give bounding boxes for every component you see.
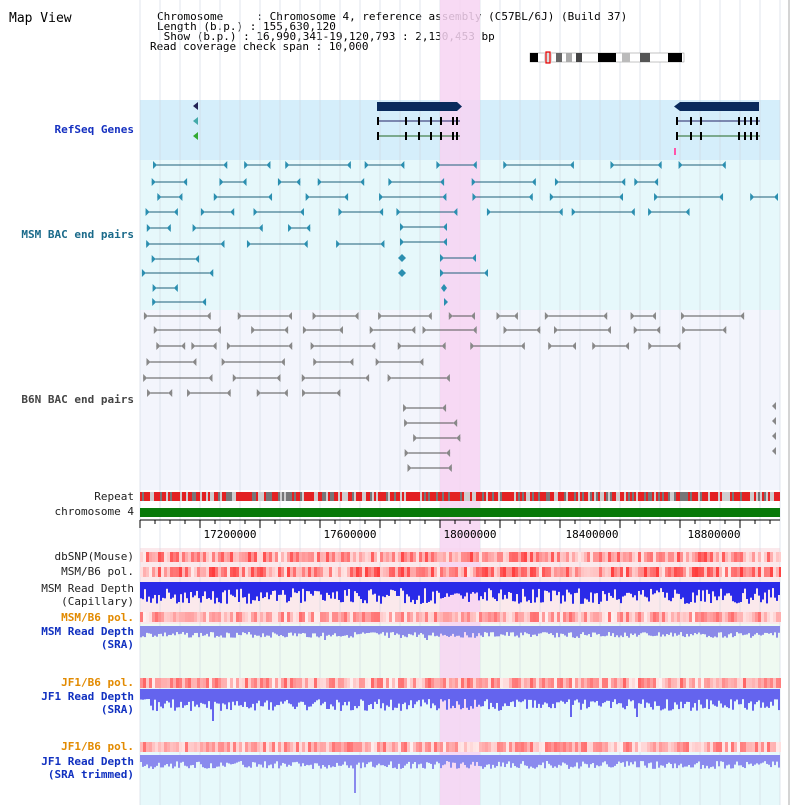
selection-highlight[interactable] [440, 0, 480, 805]
track-label-dbsnp[interactable]: dbSNP(Mouse) [54, 550, 134, 563]
track-label-jf1-depth-sra[interactable]: JF1 Read Depth [41, 690, 134, 703]
length-value: 155,630,120 [262, 20, 336, 33]
track-label-msm-depth-capillary-sub: (Capillary) [61, 595, 134, 608]
refseq-genes-track[interactable] [193, 102, 760, 155]
track-label-jf1-depth-sra-sub: (SRA) [100, 703, 134, 716]
track-label-chromosome[interactable]: chromosome 4 [54, 505, 134, 518]
ruler-tick-label: 17200000 [204, 528, 257, 541]
length-label: Length (b.p.) : [157, 20, 263, 33]
b6n-bac-track[interactable] [143, 312, 776, 472]
track-label-msm-b6-pol-2[interactable]: MSM/B6 pol. [61, 611, 134, 624]
ruler-tick-label: 17600000 [324, 528, 377, 541]
track-label-msm-depth-capillary[interactable]: MSM Read Depth [41, 582, 134, 595]
ruler-tick-label: 18000000 [444, 528, 497, 541]
track-label-jf1-b6-pol-2[interactable]: JF1/B6 pol. [61, 740, 134, 753]
track-label-msm-depth-sra-sub: (SRA) [100, 638, 134, 651]
show-label: Show (b.p.) : [157, 30, 257, 43]
chromosome-label: Chromosome : [157, 10, 270, 23]
coverage-value: 10,000 [328, 40, 369, 53]
position-ruler [139, 519, 780, 528]
track-label-jf1-depth-trimmed[interactable]: JF1 Read Depth [41, 755, 134, 768]
ruler-tick-label: 18800000 [688, 528, 741, 541]
polymorphism-heat-tracks[interactable] [140, 552, 782, 752]
track-label-jf1-b6-pol[interactable]: JF1/B6 pol. [61, 676, 134, 689]
track-label-jf1-depth-trimmed-sub: (SRA trimmed) [47, 768, 134, 781]
chromosome-ideogram[interactable] [529, 51, 685, 64]
page-title: Map View [9, 11, 72, 26]
track-label-msm-bac[interactable]: MSM BAC end pairs [21, 228, 134, 241]
length-row: Length (b.p.) : 155,630,120 [157, 20, 336, 33]
track-label-msm-depth-sra[interactable]: MSM Read Depth [41, 625, 134, 638]
repeat-bar[interactable] [140, 492, 780, 501]
chromosome-bar[interactable] [140, 508, 780, 517]
track-label-refseq[interactable]: RefSeq Genes [54, 123, 134, 136]
msm-bac-track[interactable] [141, 161, 778, 306]
ruler-tick-label: 18400000 [566, 528, 619, 541]
read-depth-tracks[interactable] [140, 582, 780, 793]
track-label-b6n-bac[interactable]: B6N BAC end pairs [21, 393, 134, 406]
track-label-msm-b6-pol[interactable]: MSM/B6 pol. [61, 565, 134, 578]
coverage-label: Read coverage check span : [150, 40, 329, 53]
coverage-row: Read coverage check span : 10,000 [150, 40, 369, 53]
track-label-repeat[interactable]: Repeat [94, 490, 134, 503]
